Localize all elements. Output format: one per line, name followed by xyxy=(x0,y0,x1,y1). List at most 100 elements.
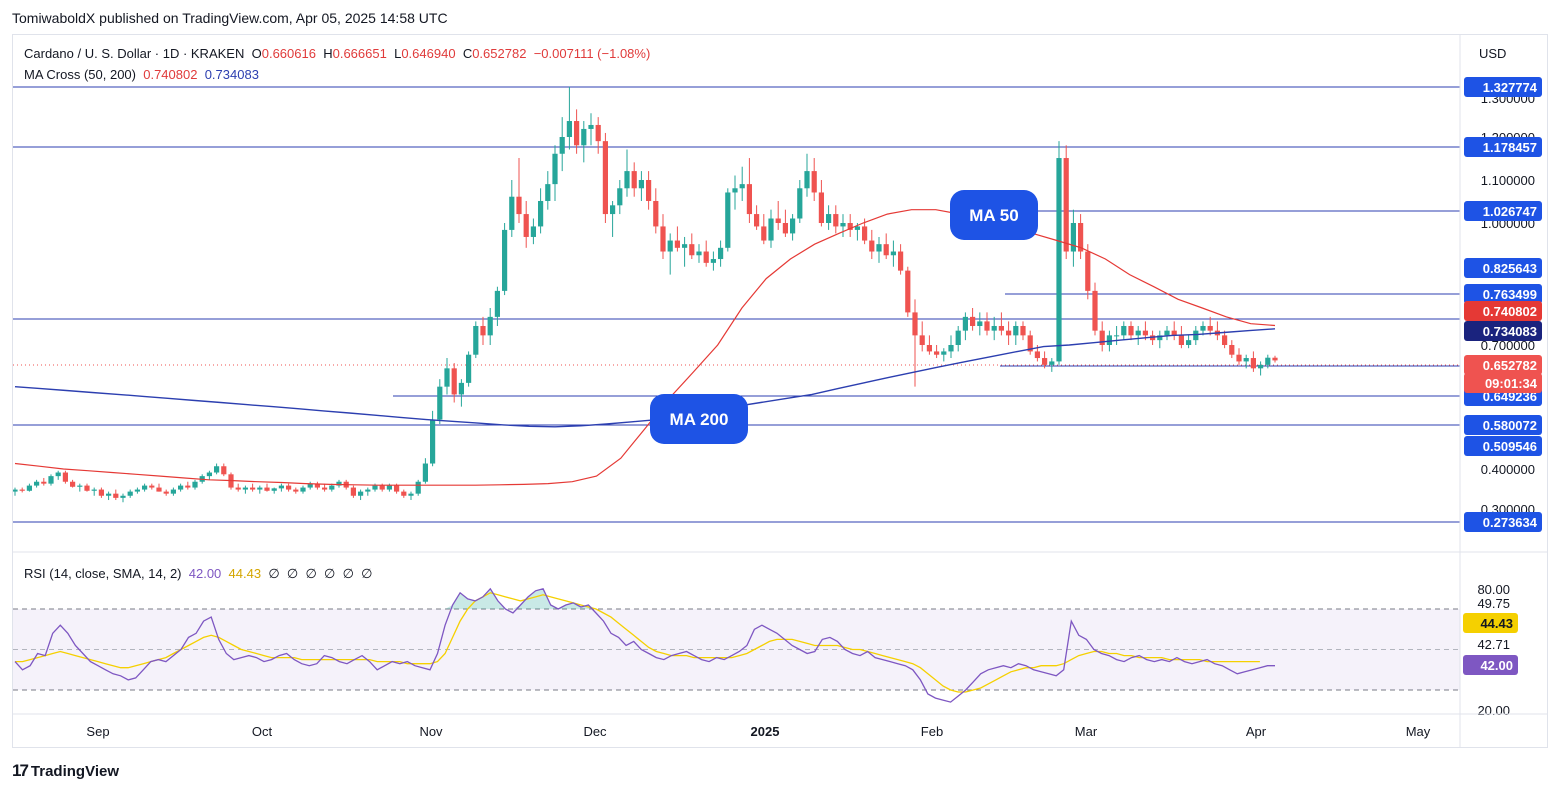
time-label-8: May xyxy=(1406,724,1431,739)
candle-body xyxy=(998,325,1004,331)
price-label-4-bg xyxy=(1464,373,1542,393)
rsi-extra-2: ∅ xyxy=(305,566,317,581)
rsi-label-text: 44.43 xyxy=(1480,616,1513,631)
candle-body xyxy=(955,330,961,345)
level-label-2: 1.026747 xyxy=(1464,201,1542,221)
time-label-0: Sep xyxy=(86,724,109,739)
candle-body xyxy=(271,488,277,491)
candle-body xyxy=(660,226,666,252)
candle-body xyxy=(984,321,990,331)
candle-body xyxy=(804,171,810,189)
ma200-value: 0.734083 xyxy=(204,67,259,82)
annotation-bg xyxy=(950,190,1038,240)
candle-body xyxy=(494,290,500,317)
candle-body xyxy=(19,489,25,491)
tradingview-logo[interactable]: 17 TradingView xyxy=(12,761,119,781)
candle-body xyxy=(1092,290,1098,331)
candle-body xyxy=(1085,251,1091,291)
candle-body xyxy=(473,325,479,355)
candle-body xyxy=(638,180,644,189)
candle-body xyxy=(458,382,464,395)
candle-body xyxy=(912,312,918,336)
price-label-3-bg xyxy=(1464,355,1542,375)
level-label-0-text: 1.327774 xyxy=(1483,80,1538,95)
time-label-5: Feb xyxy=(921,724,943,739)
candle-body xyxy=(761,226,767,241)
price-label-4-text: 09:01:34 xyxy=(1485,376,1538,391)
candle-body xyxy=(257,487,263,490)
level-label-5-bg xyxy=(1464,415,1542,435)
change-value: −0.007111 (−1.08%) xyxy=(533,46,651,61)
rsi-extra-5: ∅ xyxy=(361,566,373,581)
candle-body xyxy=(70,481,76,487)
candle-body xyxy=(545,184,551,201)
candle-body xyxy=(55,472,61,477)
level-label-6: 0.273634 xyxy=(1464,512,1542,532)
candle-body xyxy=(1135,330,1141,336)
candle-body xyxy=(1056,158,1062,362)
ma-cross-title[interactable]: MA Cross (50, 200) xyxy=(24,67,136,82)
candle-body xyxy=(113,493,119,498)
symbol-name[interactable]: Cardano / U. S. Dollar · 1D · KRAKEN xyxy=(24,46,245,61)
annotation-text: MA 200 xyxy=(670,410,729,429)
candle-body xyxy=(509,196,515,230)
rsi-title[interactable]: RSI (14, close, SMA, 14, 2) xyxy=(24,566,182,581)
candle-body xyxy=(624,171,630,189)
currency-button[interactable]: USD xyxy=(1479,46,1507,61)
candle-body xyxy=(235,487,241,490)
candle-body xyxy=(379,485,385,490)
candle-body xyxy=(1099,330,1105,345)
candle-body xyxy=(919,335,925,345)
time-label-7: Apr xyxy=(1246,724,1267,739)
candle-body xyxy=(1049,361,1055,365)
candle-body xyxy=(710,259,716,263)
level-label-5-text: 0.580072 xyxy=(1483,418,1537,433)
candle-body xyxy=(646,180,652,201)
candle-body xyxy=(401,491,407,496)
candle-body xyxy=(34,481,40,486)
level-label-3: 0.763499 xyxy=(1464,284,1542,304)
candle-body xyxy=(1142,330,1148,336)
rsi-tick-0: 80.00 xyxy=(1477,582,1510,597)
price-tick-4: 0.700000 xyxy=(1481,338,1535,353)
candle-body xyxy=(926,345,932,352)
candle-body xyxy=(48,476,54,484)
candle-body xyxy=(408,493,414,496)
close-value: 0.652782 xyxy=(472,46,527,61)
candle-body xyxy=(934,351,940,355)
candle-body xyxy=(127,491,133,496)
candle-body xyxy=(286,485,292,490)
level-label-5: 0.580072 xyxy=(1464,415,1542,435)
rsi-label-text: 42.00 xyxy=(1480,658,1513,673)
candle-body xyxy=(1258,364,1264,369)
candle-body xyxy=(77,485,83,487)
candle-body xyxy=(336,481,342,486)
candle-body xyxy=(422,463,428,482)
price-label-2: 0.734083 xyxy=(1464,321,1542,341)
candle-body xyxy=(840,223,846,227)
rsi-sma-line xyxy=(15,592,1260,693)
time-label-6: Mar xyxy=(1075,724,1098,739)
candle-body xyxy=(163,491,169,494)
price-label-3-text: 0.652782 xyxy=(1483,358,1537,373)
candle-body xyxy=(300,487,306,492)
legend-ma-cross: MA Cross (50, 200) 0.740802 0.734083 xyxy=(24,67,259,82)
candle-body xyxy=(811,171,817,193)
candle-body xyxy=(480,325,486,336)
candle-body xyxy=(588,124,594,129)
candle-body xyxy=(962,316,968,331)
rsi-label-0: 44.43 xyxy=(1463,613,1518,633)
legend-rsi: RSI (14, close, SMA, 14, 2) 42.00 44.43 … xyxy=(24,566,372,582)
candle-body xyxy=(278,485,284,489)
level-label-6-bg xyxy=(1464,512,1542,532)
candle-body xyxy=(156,487,162,492)
tradingview-logo-icon: 17 xyxy=(12,761,29,780)
candle-body xyxy=(1193,330,1199,341)
candle-body xyxy=(725,192,731,248)
candle-body xyxy=(307,483,313,488)
candle-body xyxy=(451,368,457,395)
price-pane: MA 50 MA 200 xyxy=(13,86,1460,523)
candle-body xyxy=(610,205,616,215)
publish-line: TomiwaboldX published on TradingView.com… xyxy=(12,10,448,26)
